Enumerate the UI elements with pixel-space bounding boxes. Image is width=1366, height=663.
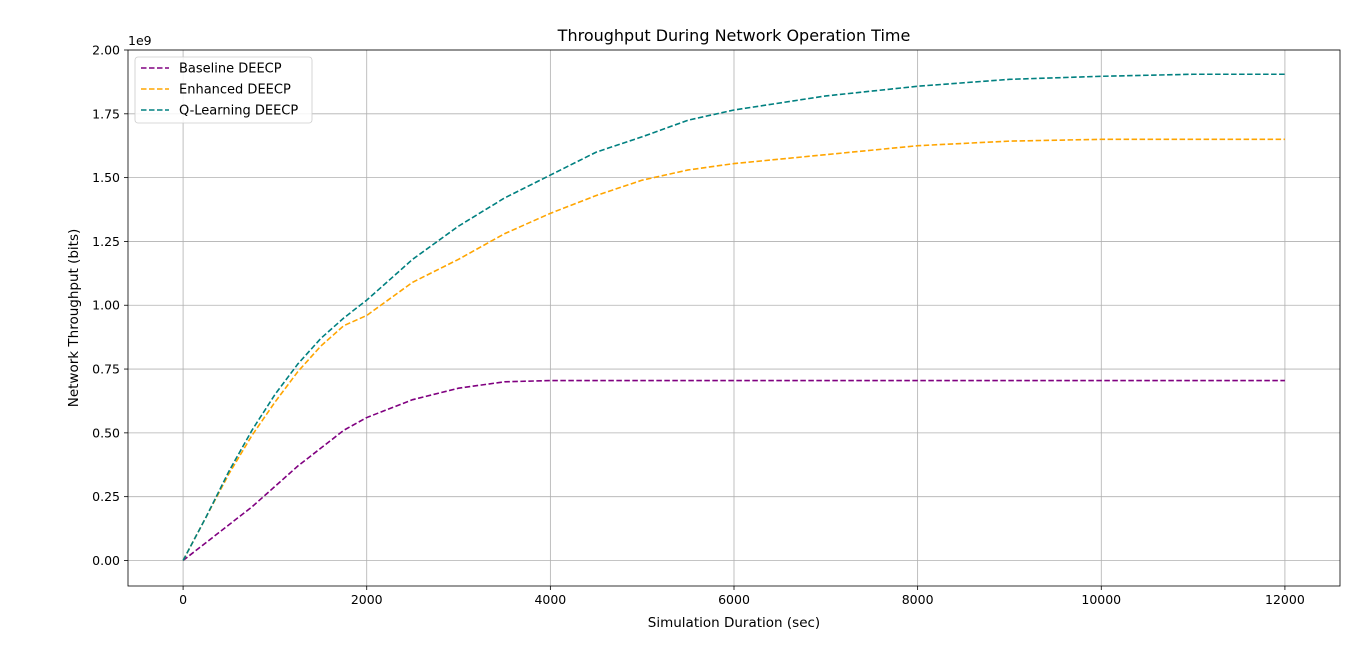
legend-label: Baseline DEECP	[179, 62, 282, 77]
y-tick-label: 2.00	[92, 43, 120, 58]
grid	[128, 49, 1340, 586]
legend-box	[134, 56, 313, 124]
axis-ticks: 0 2000 4000 6000 8000 10000 12000 0.00 0.25 0.50 0…	[92, 43, 1305, 608]
y-tick-label: 1.75	[92, 106, 120, 121]
y-tick-label: 0.25	[92, 489, 120, 504]
x-tick-label: 12000	[1265, 592, 1305, 607]
x-tick-label: 0	[179, 592, 187, 607]
y-tick-label: 0.50	[92, 425, 120, 440]
x-tick-label: 6000	[718, 592, 750, 607]
series-line	[182, 138, 1285, 561]
y-tick-label: 1.00	[92, 298, 120, 313]
y-tick-label: 1.50	[92, 170, 120, 185]
series-lines	[182, 73, 1285, 562]
y-tick-label: 1.25	[92, 234, 120, 249]
series-line	[182, 379, 1285, 562]
legend-label: Q-Learning DEECP	[179, 104, 298, 119]
x-tick-label: 4000	[534, 592, 566, 607]
x-tick-label: 8000	[902, 592, 934, 607]
chart-title: Throughput During Network Operation Time	[557, 26, 911, 45]
legend: Baseline DEECP Enhanced DEECP Q-Learning D…	[134, 56, 313, 124]
x-tick-label: 10000	[1081, 592, 1121, 607]
x-tick-label: 2000	[351, 592, 383, 607]
y-offset-label: 1e9	[128, 33, 152, 48]
y-axis-label: Network Throughput (bits)	[66, 229, 82, 408]
series-line	[182, 73, 1285, 561]
x-axis-label: Simulation Duration (sec)	[648, 615, 820, 631]
y-tick-label: 0.75	[92, 362, 120, 377]
legend-label: Enhanced DEECP	[179, 83, 291, 98]
y-tick-label: 0.00	[92, 553, 120, 568]
